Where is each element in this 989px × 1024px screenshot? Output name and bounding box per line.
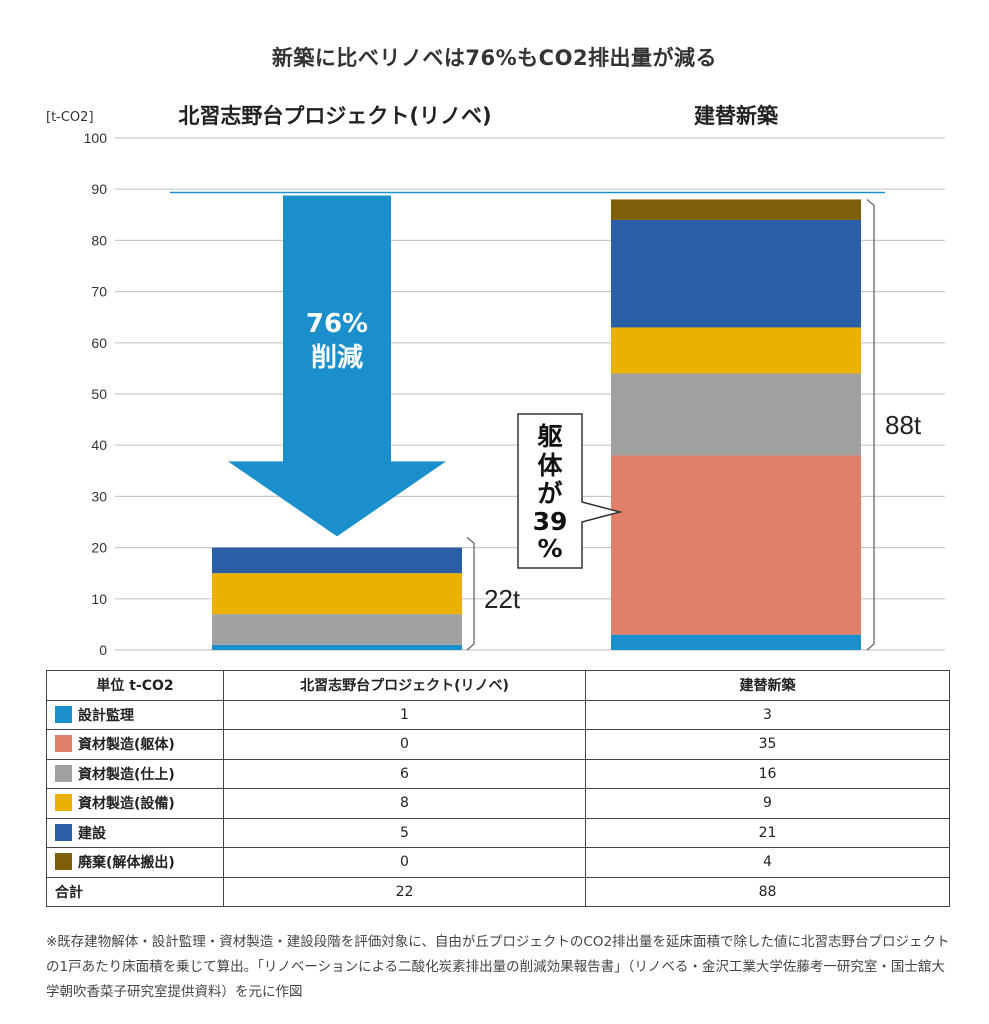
legend-swatch: [55, 853, 72, 871]
bar-segment: [212, 547, 462, 574]
y-tick-label: 40: [91, 437, 107, 453]
callout-text: %: [537, 534, 562, 563]
y-tick-label: 80: [91, 232, 107, 248]
row-label-cell: 資材製造(仕上): [46, 758, 224, 789]
arrow-reduction-label: 削減: [311, 343, 363, 373]
legend-swatch: [55, 794, 72, 812]
y-tick-label: 50: [91, 386, 107, 402]
renovation-total: 22: [223, 876, 586, 907]
total-label-new-build: 88t: [885, 410, 922, 440]
bar-segment: [611, 199, 861, 220]
table-row: 廃棄(解体搬出) 0 4: [46, 847, 950, 878]
bar-segment: [611, 634, 861, 650]
table-row: 資材製造(躯体) 0 35: [46, 729, 950, 760]
y-tick-labels: 0 10 20 30 40 50 60 70 80 90 100: [84, 130, 108, 658]
renovation-value: 0: [223, 729, 586, 760]
y-tick-label: 10: [91, 591, 107, 607]
bar-segment: [611, 373, 861, 456]
total-label-renovation: 22t: [484, 584, 521, 614]
callout-text: 39: [533, 507, 568, 536]
table-row: 建設 5 21: [46, 817, 950, 848]
renovation-value: 0: [223, 847, 586, 878]
renovation-value: 1: [223, 699, 586, 730]
y-tick-label: 30: [91, 488, 107, 504]
bracket: [866, 198, 875, 651]
new-build-total: 88: [585, 876, 950, 907]
y-tick-label: 60: [91, 335, 107, 351]
arrow-percent-label: 76%: [306, 309, 368, 339]
stacked-bar-chart: 0 10 20 30 40 50 60 70 80 90 100 [t-CO2] 北習志野台プロジェ…: [46, 104, 945, 658]
table-total-row: 合計 22 88: [46, 876, 950, 907]
legend-swatch: [55, 705, 72, 723]
row-label: 資材製造(躯体): [78, 737, 175, 754]
bar-segment: [611, 327, 861, 374]
row-label: 資材製造(設備): [78, 796, 175, 813]
table-header-unit: 単位 t-CO2: [46, 670, 224, 701]
y-tick-label: 0: [99, 642, 107, 658]
legend-swatch: [55, 764, 72, 782]
row-label-cell: 資材製造(躯体): [46, 729, 224, 760]
total-brackets: 22t 88t: [466, 198, 922, 651]
footnote: ※既存建物解体・設計監理・資材製造・建設段階を評価対象に、自由が丘プロジェクトの…: [46, 934, 950, 1000]
y-tick-label: 90: [91, 181, 107, 197]
y-axis-unit: [t-CO2]: [46, 110, 94, 125]
bar-segment: [611, 219, 861, 328]
row-label: 建設: [78, 825, 106, 842]
row-label: 廃棄(解体搬出): [78, 855, 175, 872]
y-tick-label: 20: [91, 540, 107, 556]
bar-segments: [212, 199, 861, 650]
table-row: 資材製造(設備) 8 9: [46, 788, 950, 819]
category-label-new-build: 建替新築: [694, 104, 779, 128]
row-label: 資材製造(仕上): [78, 766, 175, 783]
arrow-shape: [228, 195, 446, 537]
data-table: 単位 t-CO2 北習志野台プロジェクト(リノベ) 建替新築 設計監理 1 3 資材製…: [46, 670, 950, 907]
y-tick-label: 70: [91, 284, 107, 300]
table-row: 設計監理 1 3: [46, 699, 950, 730]
callout-shape: [517, 413, 623, 569]
table-header-new-build: 建替新築: [585, 670, 950, 701]
new-build-value: 9: [585, 788, 950, 819]
total-label: 合計: [46, 876, 224, 907]
renovation-value: 5: [223, 817, 586, 848]
reduction-arrow: 76% 削減: [228, 195, 446, 537]
bar-segment: [212, 614, 462, 645]
new-build-value: 3: [585, 699, 950, 730]
y-tick-label: 100: [84, 130, 108, 146]
bracket: [466, 536, 475, 651]
table-header-row: 単位 t-CO2 北習志野台プロジェクト(リノベ) 建替新築: [46, 670, 950, 701]
row-label-cell: 資材製造(設備): [46, 788, 224, 819]
renovation-value: 6: [223, 758, 586, 789]
table-header-renovation: 北習志野台プロジェクト(リノベ): [223, 670, 586, 701]
table-row: 資材製造(仕上) 6 16: [46, 758, 950, 789]
category-label-renovation: 北習志野台プロジェクト(リノベ): [178, 104, 491, 128]
new-build-value: 21: [585, 817, 950, 848]
callout-text: 体: [537, 451, 563, 480]
row-label-cell: 建設: [46, 817, 224, 848]
new-build-value: 35: [585, 729, 950, 760]
new-build-value: 4: [585, 847, 950, 878]
legend-swatch: [55, 823, 72, 841]
bar-segment: [611, 455, 861, 635]
callout-text: 躯: [536, 422, 562, 451]
bar-segment: [212, 644, 462, 650]
legend-swatch: [55, 735, 72, 753]
chart-title: 新築に比べリノベは76%もCO2排出量が減る: [271, 46, 718, 70]
callout-text: が: [537, 479, 562, 508]
row-label-cell: 廃棄(解体搬出): [46, 847, 224, 878]
new-build-value: 16: [585, 758, 950, 789]
bar-segment: [212, 573, 462, 615]
row-label-cell: 設計監理: [46, 699, 224, 730]
renovation-value: 8: [223, 788, 586, 819]
row-label: 設計監理: [78, 707, 134, 724]
